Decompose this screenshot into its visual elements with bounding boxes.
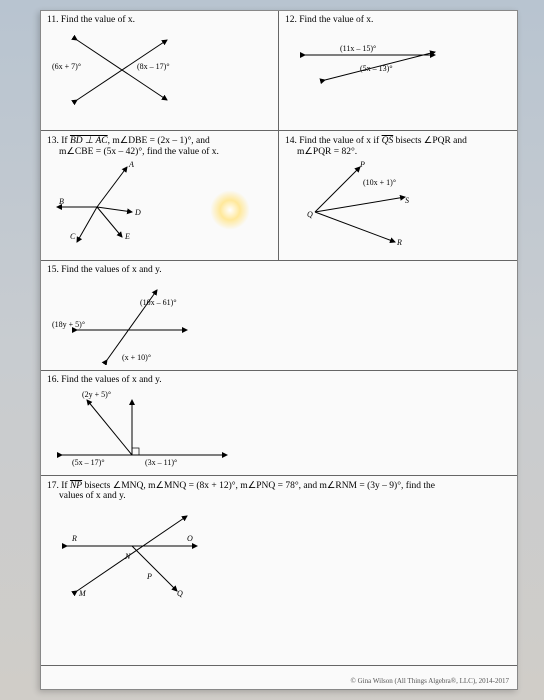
row-13-14: 13. If BD ⊥ AC, m∠DBE = (2x – 1)°, and m… — [41, 131, 517, 261]
q17-O: O — [187, 534, 193, 543]
q17-P: P — [146, 572, 152, 581]
q12-prompt: 12. Find the value of x. — [285, 15, 511, 25]
q13-a: 13. If — [47, 136, 70, 146]
q15-prompt: 15. Find the values of x and y. — [47, 265, 511, 275]
q14-figure: P Q R S (10x + 1)° — [285, 157, 435, 247]
cell-q16: 16. Find the values of x and y. (2y + 5)… — [41, 371, 517, 475]
q15-figure: (18y + 5)° (10x – 61)° (x + 10)° — [47, 275, 217, 365]
q14-R: R — [396, 238, 402, 247]
q16-right: (3x – 11)° — [145, 458, 177, 467]
q15-left: (18y + 5)° — [52, 320, 85, 329]
q14-prompt-line1: 14. Find the value of x if QS bisects ∠P… — [285, 135, 511, 146]
row-16: 16. Find the values of x and y. (2y + 5)… — [41, 371, 517, 476]
cell-q14: 14. Find the value of x if QS bisects ∠P… — [279, 131, 517, 260]
q14-P: P — [359, 160, 365, 169]
q17-Q: Q — [177, 589, 183, 598]
q17-M: M — [78, 589, 87, 598]
q11-right-label: (8x – 17)° — [137, 62, 170, 71]
q14-b: QS — [382, 136, 394, 146]
q12-top-label: (11x – 15)° — [340, 44, 376, 53]
q12-bottom-label: (5x – 13)° — [360, 64, 393, 73]
q16-figure: (2y + 5)° (5x – 17)° (3x – 11)° — [47, 385, 247, 470]
q17-c: bisects ∠MNQ, m∠MNQ = (8x + 12)°, m∠PNQ … — [82, 481, 435, 491]
q13-prompt-line1: 13. If BD ⊥ AC, m∠DBE = (2x – 1)°, and — [47, 135, 272, 146]
q12-figure: (11x – 15)° (5x – 13)° — [285, 25, 445, 105]
q17-N: N — [124, 552, 131, 561]
q13-prompt-line2: m∠CBE = (5x – 42)°, find the value of x. — [47, 146, 272, 157]
q16-left: (5x – 17)° — [72, 458, 105, 467]
q13-B: B — [59, 197, 64, 206]
q14-S: S — [405, 196, 409, 205]
q13-E: E — [124, 232, 130, 241]
q14-a: 14. Find the value of x if — [285, 136, 382, 146]
q17-figure: R N M P O Q — [47, 501, 217, 611]
worksheet-page: 11. Find the value of x. (6x + 7)° (8x –… — [40, 10, 518, 690]
q17-prompt-line1: 17. If NP bisects ∠MNQ, m∠MNQ = (8x + 12… — [47, 480, 511, 491]
q13-figure: A B C D E — [47, 157, 167, 247]
q17-R: R — [71, 534, 77, 543]
q14-c: bisects ∠PQR and — [393, 136, 467, 146]
q17-prompt-line2: values of x and y. — [47, 491, 511, 501]
cell-q12: 12. Find the value of x. (11x – 15)° (5x… — [279, 11, 517, 130]
row-17: 17. If NP bisects ∠MNQ, m∠MNQ = (8x + 12… — [41, 476, 517, 666]
q16-top: (2y + 5)° — [82, 390, 111, 399]
cell-q15: 15. Find the values of x and y. (18y + 5… — [41, 261, 517, 370]
copyright-footer: © Gina Wilson (All Things Algebra®, LLC)… — [351, 677, 509, 685]
row-15: 15. Find the values of x and y. (18y + 5… — [41, 261, 517, 371]
q17-a: 17. If — [47, 481, 70, 491]
q17-b: NP — [70, 481, 82, 491]
cell-q13: 13. If BD ⊥ AC, m∠DBE = (2x – 1)°, and m… — [41, 131, 279, 260]
q15-bottom: (x + 10)° — [122, 353, 151, 362]
q13-C: C — [70, 232, 76, 241]
cell-q11: 11. Find the value of x. (6x + 7)° (8x –… — [41, 11, 279, 130]
q13-c: , m∠DBE = (2x – 1)°, and — [108, 136, 210, 146]
q11-left-label: (6x + 7)° — [52, 62, 81, 71]
q13-b: BD ⊥ AC — [70, 136, 108, 146]
q11-figure: (6x + 7)° (8x – 17)° — [47, 25, 197, 120]
cell-q17: 17. If NP bisects ∠MNQ, m∠MNQ = (8x + 12… — [41, 476, 517, 665]
q13-D: D — [134, 208, 141, 217]
q14-Q: Q — [307, 210, 313, 219]
q13-A: A — [128, 160, 134, 169]
q16-prompt: 16. Find the values of x and y. — [47, 375, 511, 385]
q11-prompt: 11. Find the value of x. — [47, 15, 272, 25]
row-11-12: 11. Find the value of x. (6x + 7)° (8x –… — [41, 11, 517, 131]
q14-label: (10x + 1)° — [363, 178, 396, 187]
q15-top: (10x – 61)° — [140, 298, 177, 307]
q14-prompt-line2: m∠PQR = 82°. — [285, 146, 511, 157]
